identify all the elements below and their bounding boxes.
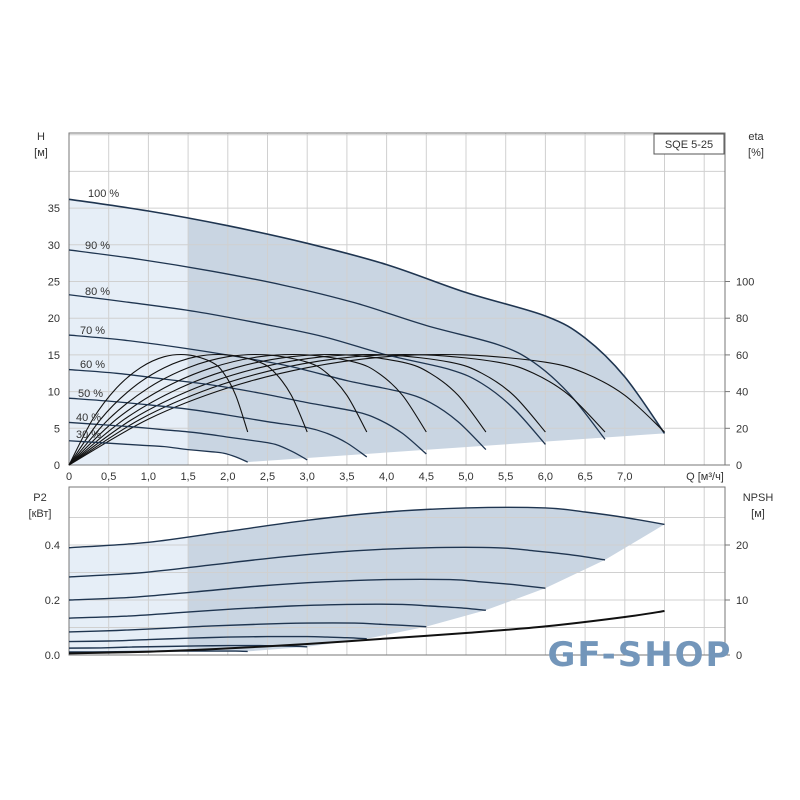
eta-tick-label: 0: [736, 460, 742, 472]
p2-tick-label: 0.2: [45, 595, 60, 607]
eta-axis-label: eta: [748, 131, 764, 143]
eta-tick-label: 60: [736, 350, 748, 362]
h-tick-label: 25: [48, 277, 60, 289]
upper-frame: [68, 132, 726, 466]
watermark-logo: GF-SHOP: [548, 635, 733, 675]
x-tick-label: 3,5: [339, 471, 354, 483]
x-tick-label: 2,0: [220, 471, 235, 483]
speed-label: 40 %: [76, 412, 101, 424]
head-curve-60: [68, 368, 427, 455]
x-tick-label: 0: [66, 471, 72, 483]
head-curve-40: [68, 421, 308, 461]
p2-curve-50: [68, 635, 367, 643]
x-tick-label: 5,5: [498, 471, 513, 483]
p2-axis-unit: [кВт]: [29, 508, 52, 520]
h-tick-label: 15: [48, 350, 60, 362]
h-axis-unit: [м]: [34, 147, 48, 159]
operating-range-fill: [69, 199, 665, 463]
x-tick-label: 0,5: [101, 471, 116, 483]
h-tick-label: 10: [48, 387, 60, 399]
p2-curve-100: [68, 506, 665, 549]
x-tick-label: 4,0: [379, 471, 394, 483]
p2-tick-label: 0.0: [45, 650, 60, 662]
npsh-tick-label: 0: [736, 650, 742, 662]
x-tick-label: 1,5: [180, 471, 195, 483]
head-curve-50: [68, 397, 368, 458]
h-tick-label: 20: [48, 313, 60, 325]
p2-curve-70: [68, 603, 486, 619]
x-tick-label: 5,0: [458, 471, 473, 483]
eta-tick-label: 20: [736, 423, 748, 435]
speed-label: 90 %: [85, 240, 110, 252]
x-tick-label: 2,5: [260, 471, 275, 483]
p2-range-fill-light: [69, 537, 189, 652]
npsh-tick-label: 10: [736, 595, 748, 607]
x-tick-label: 7,0: [617, 471, 632, 483]
speed-label: 30 %: [76, 429, 101, 441]
p2-tick-label: 0.4: [45, 540, 60, 552]
x-tick-label: 4,5: [419, 471, 434, 483]
head-curve-100: [68, 198, 666, 434]
p2-curve-60: [68, 622, 427, 633]
model-label: SQE 5-25: [665, 139, 713, 151]
eta-tick-label: 40: [736, 387, 748, 399]
efficiency-curve-50: [68, 353, 368, 466]
h-tick-label: 30: [48, 240, 60, 252]
speed-label: 50 %: [78, 388, 103, 400]
h-tick-label: 5: [54, 423, 60, 435]
x-tick-label: 3,0: [300, 471, 315, 483]
lower-frame: [68, 486, 726, 656]
model-label-box: [653, 133, 725, 155]
p2-curve-90: [68, 546, 606, 578]
eta-tick-label: 80: [736, 313, 748, 325]
h-tick-label: 35: [48, 203, 60, 215]
x-axis-label: Q [м³/ч]: [686, 471, 724, 483]
head-curve-70: [68, 334, 487, 451]
speed-label: 60 %: [80, 359, 105, 371]
x-tick-label: 6,5: [577, 471, 592, 483]
efficiency-curve-60: [68, 353, 427, 466]
h-axis-label: H: [37, 131, 45, 143]
eta-tick-label: 100: [736, 277, 754, 289]
speed-label: 100 %: [88, 188, 119, 200]
head-curve-90: [68, 249, 606, 440]
speed-label: 70 %: [80, 325, 105, 337]
h-tick-label: 0: [54, 460, 60, 472]
npsh-tick-label: 20: [736, 540, 748, 552]
x-tick-label: 1,0: [141, 471, 156, 483]
npsh-curve: [68, 610, 665, 655]
efficiency-curve-30: [68, 353, 249, 466]
npsh-axis-unit: [м]: [751, 508, 765, 520]
speed-label: 80 %: [85, 286, 110, 298]
p2-axis-label: P2: [33, 492, 46, 504]
head-curve-80: [68, 294, 546, 445]
eta-axis-unit: [%]: [748, 147, 764, 159]
head-curve-30: [68, 440, 248, 463]
efficiency-curve-40: [68, 353, 308, 466]
p2-curve-80: [68, 578, 546, 601]
x-tick-label: 6,0: [538, 471, 553, 483]
npsh-axis-label: NPSH: [743, 492, 774, 504]
